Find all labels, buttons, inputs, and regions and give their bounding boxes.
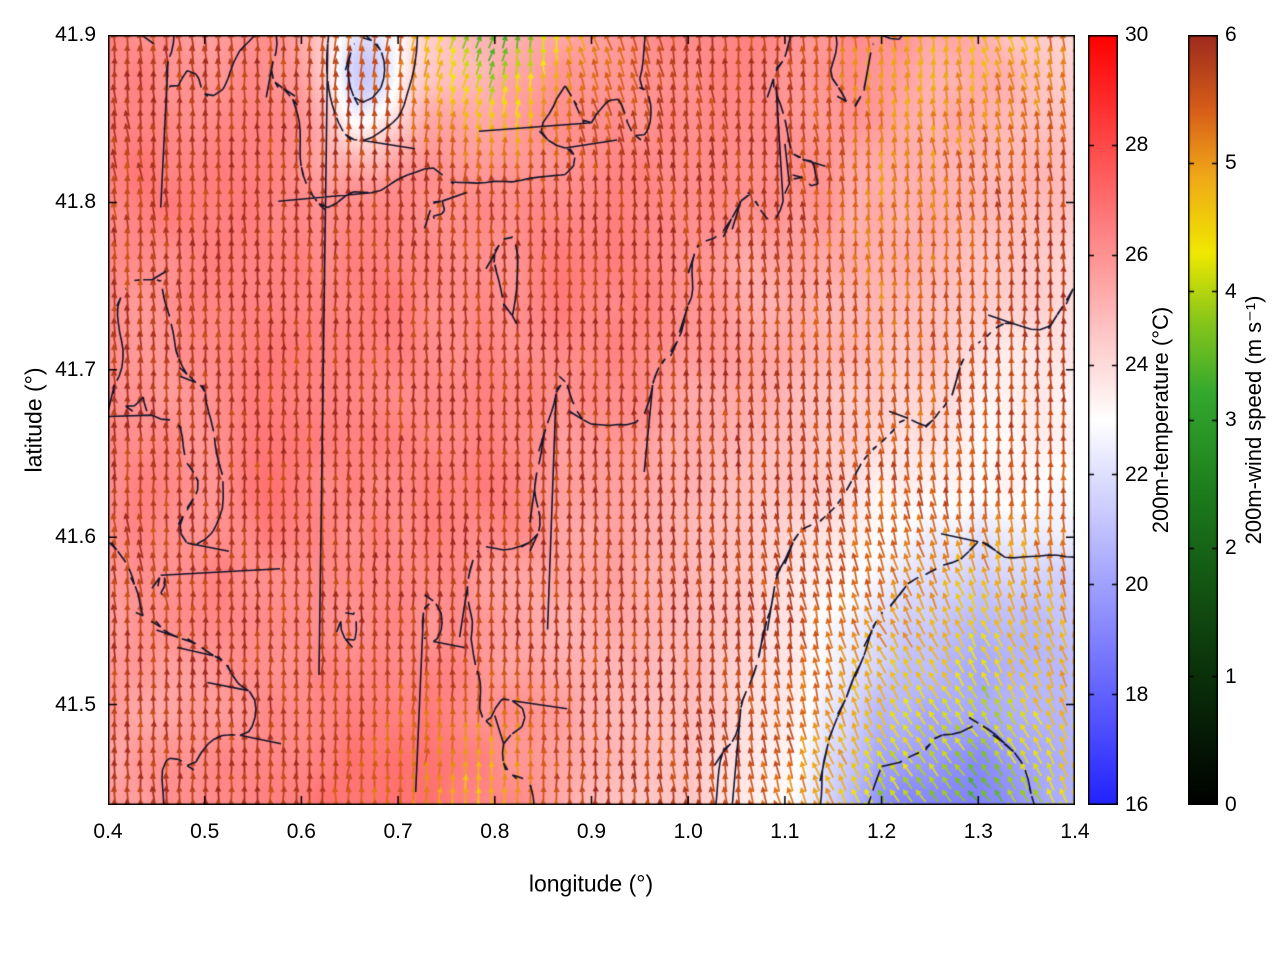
y-tick-label: 41.9 — [55, 23, 96, 46]
y-tick-label: 41.5 — [55, 692, 96, 716]
wind-colorbar-label: 200m-wind speed (m s⁻¹) — [1241, 295, 1266, 545]
wind-colorbar-tick-label: 2 — [1225, 536, 1237, 560]
y-tick-label: 41.6 — [55, 525, 96, 549]
temperature-colorbar — [1088, 35, 1118, 805]
x-tick-label: 0.6 — [286, 820, 316, 843]
wind-colorbar-tick-label: 5 — [1225, 151, 1237, 175]
y-tick-label: 41.7 — [55, 357, 96, 381]
wind-colorbar-tick-label: 1 — [1225, 664, 1237, 688]
temperature-colorbar-tick-label: 26 — [1125, 243, 1149, 266]
temperature-colorbar-tick-label: 30 — [1125, 23, 1149, 46]
y-tick-label: 41.8 — [55, 190, 96, 214]
x-tick-label: 1.1 — [770, 820, 800, 843]
wind-speed-colorbar — [1188, 35, 1218, 805]
temperature-colorbar-tick-label: 28 — [1125, 133, 1149, 156]
x-tick-label: 1.4 — [1060, 820, 1090, 843]
temperature-colorbar-tick-label: 20 — [1125, 573, 1149, 596]
temperature-colorbar-tick-label: 18 — [1125, 683, 1149, 706]
x-tick-label: 0.7 — [383, 820, 413, 843]
temperature-colorbar-tick-label: 22 — [1125, 463, 1149, 486]
main-plot-canvas — [108, 35, 1075, 805]
wind-colorbar-tick-label: 4 — [1225, 279, 1237, 303]
wind-colorbar-tick-label: 6 — [1225, 23, 1237, 46]
y-axis-label: latitude (°) — [20, 367, 47, 473]
x-tick-label: 0.9 — [576, 820, 607, 843]
temperature-colorbar-tick-label: 16 — [1125, 793, 1149, 816]
x-tick-label: 0.4 — [93, 820, 123, 843]
temperature-colorbar-label: 200m-temperature (°C) — [1148, 306, 1173, 534]
wind-colorbar-tick-label: 0 — [1225, 793, 1237, 816]
temperature-colorbar-tick-label: 24 — [1125, 353, 1149, 376]
wind-colorbar-tick-label: 3 — [1225, 408, 1237, 431]
x-tick-label: 1.0 — [673, 820, 703, 843]
x-tick-label: 1.3 — [963, 820, 993, 843]
x-tick-label: 0.5 — [190, 820, 220, 843]
x-tick-label: 1.2 — [866, 820, 897, 843]
x-tick-label: 0.8 — [480, 820, 510, 843]
x-axis-label: longitude (°) — [528, 870, 654, 897]
